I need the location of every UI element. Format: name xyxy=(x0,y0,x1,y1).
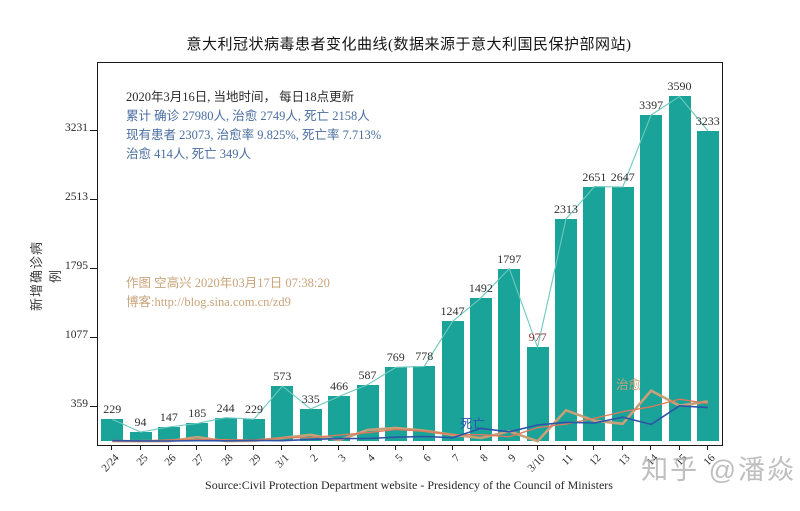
bar xyxy=(555,219,577,442)
x-tick-mark xyxy=(621,445,623,450)
lines-layer xyxy=(111,95,709,443)
source-note: Source:Civil Protection Department websi… xyxy=(205,478,613,492)
bar-value-label: 244 xyxy=(216,400,235,415)
stats-annotation-block: 2020年3月16日, 当地时间， 每日18点更新 累计 确诊 27980人, … xyxy=(126,88,381,164)
bar-value-label: 2647 xyxy=(610,170,635,184)
y-tick-label: 3231 xyxy=(65,121,88,134)
bar xyxy=(413,366,436,442)
y-tick-mark xyxy=(90,267,97,269)
bar xyxy=(469,297,492,442)
page: { "page": { "title": "意大利冠状病毒患者变化曲线(数据来源… xyxy=(29,37,796,492)
x-tick-mark xyxy=(678,445,680,450)
blog-link-note: 博客:http://blog.sina.com.cn/zd9 xyxy=(126,295,291,309)
current-stats-note: 现有患者 23073, 治愈率 9.825%, 死亡率 7.713% xyxy=(126,128,382,142)
bar-value-label: 587 xyxy=(358,367,377,382)
x-tick-mark xyxy=(224,445,226,450)
bar xyxy=(299,409,322,442)
y-tick-label: 1077 xyxy=(65,328,88,341)
bar-value-label: 2313 xyxy=(554,202,578,216)
y-tick-mark xyxy=(90,405,97,407)
bar xyxy=(328,396,351,442)
bar xyxy=(129,432,152,442)
bar-value-label: 229 xyxy=(103,402,122,417)
x-tick-mark xyxy=(111,445,113,450)
bar-value-label: 573 xyxy=(273,369,292,384)
bar xyxy=(384,367,407,442)
x-tick-mark xyxy=(309,445,311,450)
author-note: 作图 空高兴 2020年03月17日 07:38:20 xyxy=(126,276,330,290)
bar-value-label: 185 xyxy=(188,406,207,421)
bar xyxy=(668,96,691,442)
bar-value-label: 466 xyxy=(330,379,349,394)
x-tick-mark xyxy=(423,445,425,450)
new-cases-line xyxy=(111,95,709,433)
x-tick-mark xyxy=(139,445,141,450)
x-tick-mark xyxy=(565,445,566,450)
bar xyxy=(696,130,719,442)
chart-title: 意大利冠状病毒患者变化曲线(数据来源于意大利国民保护部网站) xyxy=(186,37,632,53)
bar-value-label: 335 xyxy=(301,392,320,406)
bar xyxy=(526,347,549,442)
x-tick-mark xyxy=(593,445,595,450)
bar-value-label: 1797 xyxy=(497,251,522,266)
x-tick-mark xyxy=(394,445,396,450)
y-tick-mark xyxy=(90,129,97,131)
bar-value-label: 2651 xyxy=(582,169,607,184)
update-time-note: 2020年3月16日, 当地时间， 每日18点更新 xyxy=(126,90,355,104)
x-tick-mark xyxy=(508,445,510,450)
bar xyxy=(583,186,606,442)
bars-layer xyxy=(98,63,722,445)
bar-value-label: 229 xyxy=(245,402,263,417)
x-tick-mark xyxy=(253,445,254,450)
daily-stats-note: 治愈 414人, 死亡 349人 xyxy=(126,147,252,161)
x-tick-mark xyxy=(706,445,708,450)
bar-value-label: 1492 xyxy=(468,280,493,295)
bar xyxy=(157,427,180,442)
bar xyxy=(271,386,294,442)
bar-value-label: 3233 xyxy=(695,113,720,128)
y-axis-title: 新增确诊病例 xyxy=(29,241,63,312)
bar xyxy=(243,419,265,442)
y-tick-label: 1795 xyxy=(65,259,88,272)
x-tick-mark xyxy=(536,445,538,450)
bar xyxy=(640,115,663,442)
cured-series-label: 治愈 xyxy=(616,378,642,392)
y-tick-label: 2513 xyxy=(65,190,88,203)
bar-value-label: 3397 xyxy=(639,98,664,112)
x-tick-mark xyxy=(167,445,169,450)
x-tick-mark xyxy=(451,445,453,450)
author-annotation-block: 作图 空高兴 2020年03月17日 07:38:20 博客:http://bl… xyxy=(126,274,330,312)
y-tick-mark xyxy=(90,336,97,338)
x-tick-mark xyxy=(281,445,283,450)
bar xyxy=(441,321,464,442)
bar-labels-layer: 229 94 147 185 244 229 573 335 466 587 769 778 1247 1… xyxy=(98,63,722,445)
cured-trend-line xyxy=(112,398,708,442)
bar-value-label: 3590 xyxy=(667,79,692,94)
deaths-series-label: 死亡 xyxy=(460,417,486,431)
bar xyxy=(356,384,379,442)
x-tick-mark xyxy=(196,445,198,450)
x-tick-mark xyxy=(338,445,340,450)
x-tick-mark xyxy=(479,445,481,450)
bar xyxy=(611,187,634,442)
watermark: 知乎 @潘焱 xyxy=(641,455,796,485)
bar-value-label: 769 xyxy=(386,350,405,365)
cumulative-stats-note: 累计 确诊 27980人, 治愈 2749人, 死亡 2158人 xyxy=(126,109,370,123)
bar-value-label: 977 xyxy=(528,330,547,345)
bar xyxy=(498,268,521,442)
bar xyxy=(214,417,237,442)
x-tick-mark xyxy=(650,445,652,450)
y-tick-mark xyxy=(90,198,97,200)
bar-value-label: 147 xyxy=(159,410,178,424)
y-tick-label: 359 xyxy=(70,397,88,410)
bar-value-label: 778 xyxy=(415,349,434,364)
deaths-line xyxy=(112,404,708,442)
bar-value-label: 94 xyxy=(134,415,147,430)
x-tick-mark xyxy=(366,445,368,450)
plot-area: 229 94 147 185 244 229 573 335 466 587 769 778 1247 1… xyxy=(97,62,723,446)
bar xyxy=(101,419,124,442)
bar-value-label: 1247 xyxy=(440,304,465,319)
